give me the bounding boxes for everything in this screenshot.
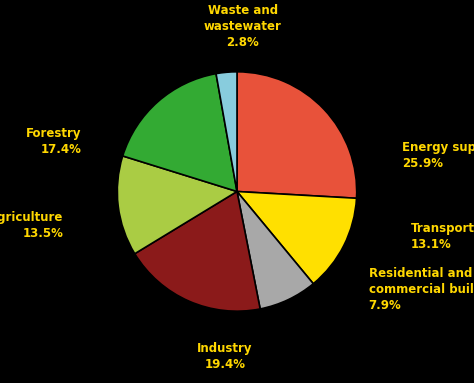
- Wedge shape: [237, 192, 313, 309]
- Text: Residential and
commercial buildings
7.9%: Residential and commercial buildings 7.9…: [369, 267, 474, 312]
- Text: Forestry
17.4%: Forestry 17.4%: [26, 127, 82, 156]
- Text: Transportation
13.1%: Transportation 13.1%: [410, 223, 474, 252]
- Text: Waste and
wastewater
2.8%: Waste and wastewater 2.8%: [204, 4, 282, 49]
- Wedge shape: [237, 72, 357, 198]
- Wedge shape: [135, 192, 260, 311]
- Wedge shape: [117, 156, 237, 254]
- Wedge shape: [237, 192, 356, 284]
- Text: Industry
19.4%: Industry 19.4%: [197, 342, 253, 371]
- Text: Agriculture
13.5%: Agriculture 13.5%: [0, 211, 64, 239]
- Text: Energy supply
25.9%: Energy supply 25.9%: [402, 141, 474, 170]
- Wedge shape: [216, 72, 237, 192]
- Wedge shape: [123, 74, 237, 192]
